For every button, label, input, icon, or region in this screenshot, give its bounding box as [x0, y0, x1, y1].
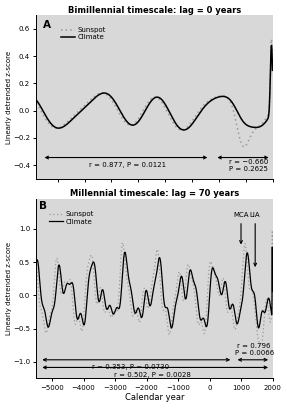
Climate: [178, 126, 181, 131]
Climate: [241, 297, 244, 302]
Sunspot: [49, 123, 53, 128]
Text: r = 0.877, P = 0.0121: r = 0.877, P = 0.0121: [89, 162, 166, 168]
Climate: [238, 114, 242, 119]
Text: B: B: [39, 201, 47, 211]
Climate: [75, 317, 79, 322]
Climate: [170, 326, 173, 330]
Climate: [271, 68, 274, 73]
Sunspot: [243, 144, 246, 149]
Climate: [185, 126, 189, 131]
Climate: [214, 95, 218, 100]
Title: Millennial timescale: lag = 70 years: Millennial timescale: lag = 70 years: [70, 189, 239, 198]
Text: r = −0.660
P = 0.2625: r = −0.660 P = 0.2625: [229, 159, 269, 172]
Sunspot: [125, 276, 129, 281]
Text: r = 0.796
P = 0.0066: r = 0.796 P = 0.0066: [234, 343, 274, 356]
Climate: [35, 98, 38, 102]
Sunspot: [75, 316, 79, 321]
Climate: [135, 307, 139, 312]
Climate: [61, 290, 65, 295]
Sunspot: [269, 37, 273, 42]
Climate: [35, 260, 38, 265]
Sunspot: [238, 135, 241, 140]
Line: Climate: Climate: [36, 247, 273, 328]
Sunspot: [185, 125, 189, 130]
Sunspot: [35, 101, 38, 106]
Climate: [269, 43, 273, 48]
Legend: Sunspot, Climate: Sunspot, Climate: [49, 211, 94, 225]
Line: Sunspot: Sunspot: [36, 39, 273, 147]
Sunspot: [135, 310, 139, 315]
Y-axis label: Linearly detrended z-score: Linearly detrended z-score: [5, 242, 11, 335]
Climate: [125, 261, 129, 266]
Climate: [182, 128, 186, 133]
Text: r = 0.353, P = 0.0730: r = 0.353, P = 0.0730: [92, 364, 169, 370]
Sunspot: [259, 344, 262, 348]
Text: r = 0.502, P = 0.0028: r = 0.502, P = 0.0028: [115, 372, 191, 378]
Sunspot: [61, 285, 65, 290]
Climate: [172, 117, 175, 122]
Sunspot: [271, 281, 274, 286]
Sunspot: [266, 303, 270, 308]
Sunspot: [35, 258, 38, 263]
Text: A: A: [43, 20, 51, 30]
Climate: [49, 121, 53, 126]
Sunspot: [271, 70, 274, 75]
Text: MCA: MCA: [233, 212, 249, 243]
Sunspot: [214, 95, 217, 100]
Sunspot: [271, 228, 274, 233]
Climate: [266, 297, 270, 302]
Sunspot: [178, 127, 181, 132]
Legend: Sunspot, Climate: Sunspot, Climate: [61, 27, 106, 40]
Line: Sunspot: Sunspot: [36, 231, 273, 346]
Sunspot: [172, 121, 175, 126]
Climate: [271, 245, 274, 250]
X-axis label: Calendar year: Calendar year: [125, 393, 184, 402]
Line: Climate: Climate: [36, 46, 273, 130]
Title: Bimillennial timescale: lag = 0 years: Bimillennial timescale: lag = 0 years: [68, 6, 241, 15]
Climate: [271, 288, 274, 293]
Text: LIA: LIA: [250, 212, 261, 266]
Y-axis label: Linearly detrended z-score: Linearly detrended z-score: [6, 51, 12, 144]
Sunspot: [241, 269, 244, 274]
